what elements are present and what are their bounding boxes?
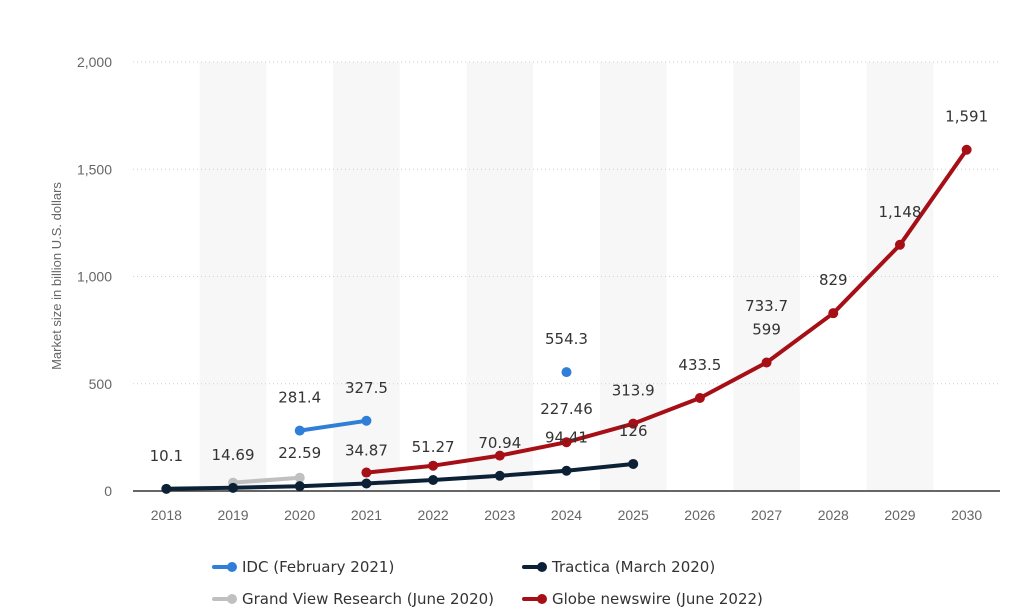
series-line xyxy=(231,475,302,485)
data-point xyxy=(894,239,905,250)
data-label: 94.41 xyxy=(545,429,588,447)
series-line xyxy=(164,462,636,491)
data-point xyxy=(428,460,439,471)
legend-item-tractica-march-2020: Tractica (March 2020) xyxy=(522,558,715,576)
x-tick-label: 2021 xyxy=(351,507,382,523)
x-tick-label: 2026 xyxy=(684,507,715,523)
x-axis: 2018 2019 2020 2021 2022 2023 2024 2025 2026 2027… xyxy=(133,490,1000,523)
x-tick-label: 2025 xyxy=(618,507,649,523)
legend-swatch-marker xyxy=(537,562,547,572)
y-tick-label: 1,500 xyxy=(77,161,112,177)
data-point xyxy=(828,308,839,319)
column-band xyxy=(866,62,934,491)
x-tick-label: 2024 xyxy=(551,507,582,523)
data-label: 327.5 xyxy=(345,379,388,397)
data-point xyxy=(361,415,372,426)
legend-item-idc-february-2021: IDC (February 2021) xyxy=(212,558,394,576)
x-tick-label: 2023 xyxy=(484,507,515,523)
x-tick-label: 2028 xyxy=(818,507,849,523)
data-point xyxy=(561,437,572,448)
data-point xyxy=(428,475,439,486)
legend-label: Globe newswire (June 2022) xyxy=(552,590,763,608)
data-label: 126 xyxy=(619,422,648,440)
data-label: 227.46 xyxy=(540,400,593,418)
data-point xyxy=(294,425,305,436)
legend-label: Grand View Research (June 2020) xyxy=(242,590,494,608)
data-point xyxy=(494,470,505,481)
data-label: 313.9 xyxy=(612,382,655,400)
data-point xyxy=(961,144,972,155)
data-point xyxy=(694,393,705,404)
data-label: 433.5 xyxy=(678,356,721,374)
data-point xyxy=(561,465,572,476)
series-lines xyxy=(161,144,972,494)
alternating-column-bands xyxy=(199,62,934,491)
x-tick-label: 2029 xyxy=(884,507,915,523)
x-tick-label: 2022 xyxy=(418,507,449,523)
data-point xyxy=(294,472,305,483)
data-label: 829 xyxy=(819,271,848,289)
data-label: 14.69 xyxy=(212,446,255,464)
legend-item-grand-view-research-june-2020: Grand View Research (June 2020) xyxy=(212,590,494,608)
data-label: 51.27 xyxy=(412,438,455,456)
legend-swatch-marker xyxy=(537,594,547,604)
x-tick-label: 2018 xyxy=(151,507,182,523)
annotation-label: 733.7 xyxy=(745,297,788,315)
legend-item-globe-newswire-june-2022: Globe newswire (June 2022) xyxy=(522,590,763,608)
y-tick-label: 1,000 xyxy=(77,269,112,285)
data-point xyxy=(628,418,639,429)
data-point xyxy=(494,450,505,461)
series-line xyxy=(364,147,969,475)
legend-swatch-marker xyxy=(227,594,237,604)
data-label: 70.94 xyxy=(478,434,521,452)
data-point xyxy=(628,458,639,469)
series-tractica-march-2020 xyxy=(161,458,639,494)
y-tick-label: 2,000 xyxy=(77,54,112,70)
data-label: 1,591 xyxy=(945,108,988,126)
data-point xyxy=(361,478,372,489)
data-point xyxy=(228,482,239,493)
series-globe-newswire-june-2022 xyxy=(361,144,972,478)
y-tick-label: 500 xyxy=(89,376,113,392)
y-axis-label: Market size in billion U.S. dollars xyxy=(49,182,64,370)
legend-label: IDC (February 2021) xyxy=(242,558,394,576)
data-label: 1,148 xyxy=(878,203,921,221)
data-label: 599 xyxy=(752,321,781,339)
legend-swatch-marker xyxy=(227,562,237,572)
data-label: 10.1 xyxy=(150,447,183,465)
column-band xyxy=(466,62,534,491)
data-point xyxy=(761,357,772,368)
y-tick-label: 0 xyxy=(104,483,112,499)
data-label: 281.4 xyxy=(278,389,321,407)
data-point xyxy=(561,367,572,378)
y-gridlines xyxy=(133,61,1000,385)
x-tick-label: 2030 xyxy=(951,507,982,523)
x-tick-label: 2027 xyxy=(751,507,782,523)
series-idc-february-2021 xyxy=(294,367,572,436)
data-labels: 281.4 327.5 554.3 10.1 14.69 22.59 34.87 51.27 7… xyxy=(150,108,988,465)
data-point xyxy=(294,481,305,492)
column-band xyxy=(733,62,800,491)
data-point xyxy=(161,483,172,494)
series-line xyxy=(297,418,369,433)
data-label: 34.87 xyxy=(345,442,388,460)
x-tick-label: 2020 xyxy=(284,507,315,523)
data-label: 554.3 xyxy=(545,330,588,348)
x-tick-label: 2019 xyxy=(217,507,248,523)
legend-label: Tractica (March 2020) xyxy=(551,558,715,576)
data-point xyxy=(361,467,372,478)
y-axis-ticks: 0 500 1,000 1,500 2,000 xyxy=(77,54,112,499)
data-label: 22.59 xyxy=(278,444,321,462)
legend: IDC (February 2021) Tractica (March 2020)… xyxy=(212,558,763,608)
